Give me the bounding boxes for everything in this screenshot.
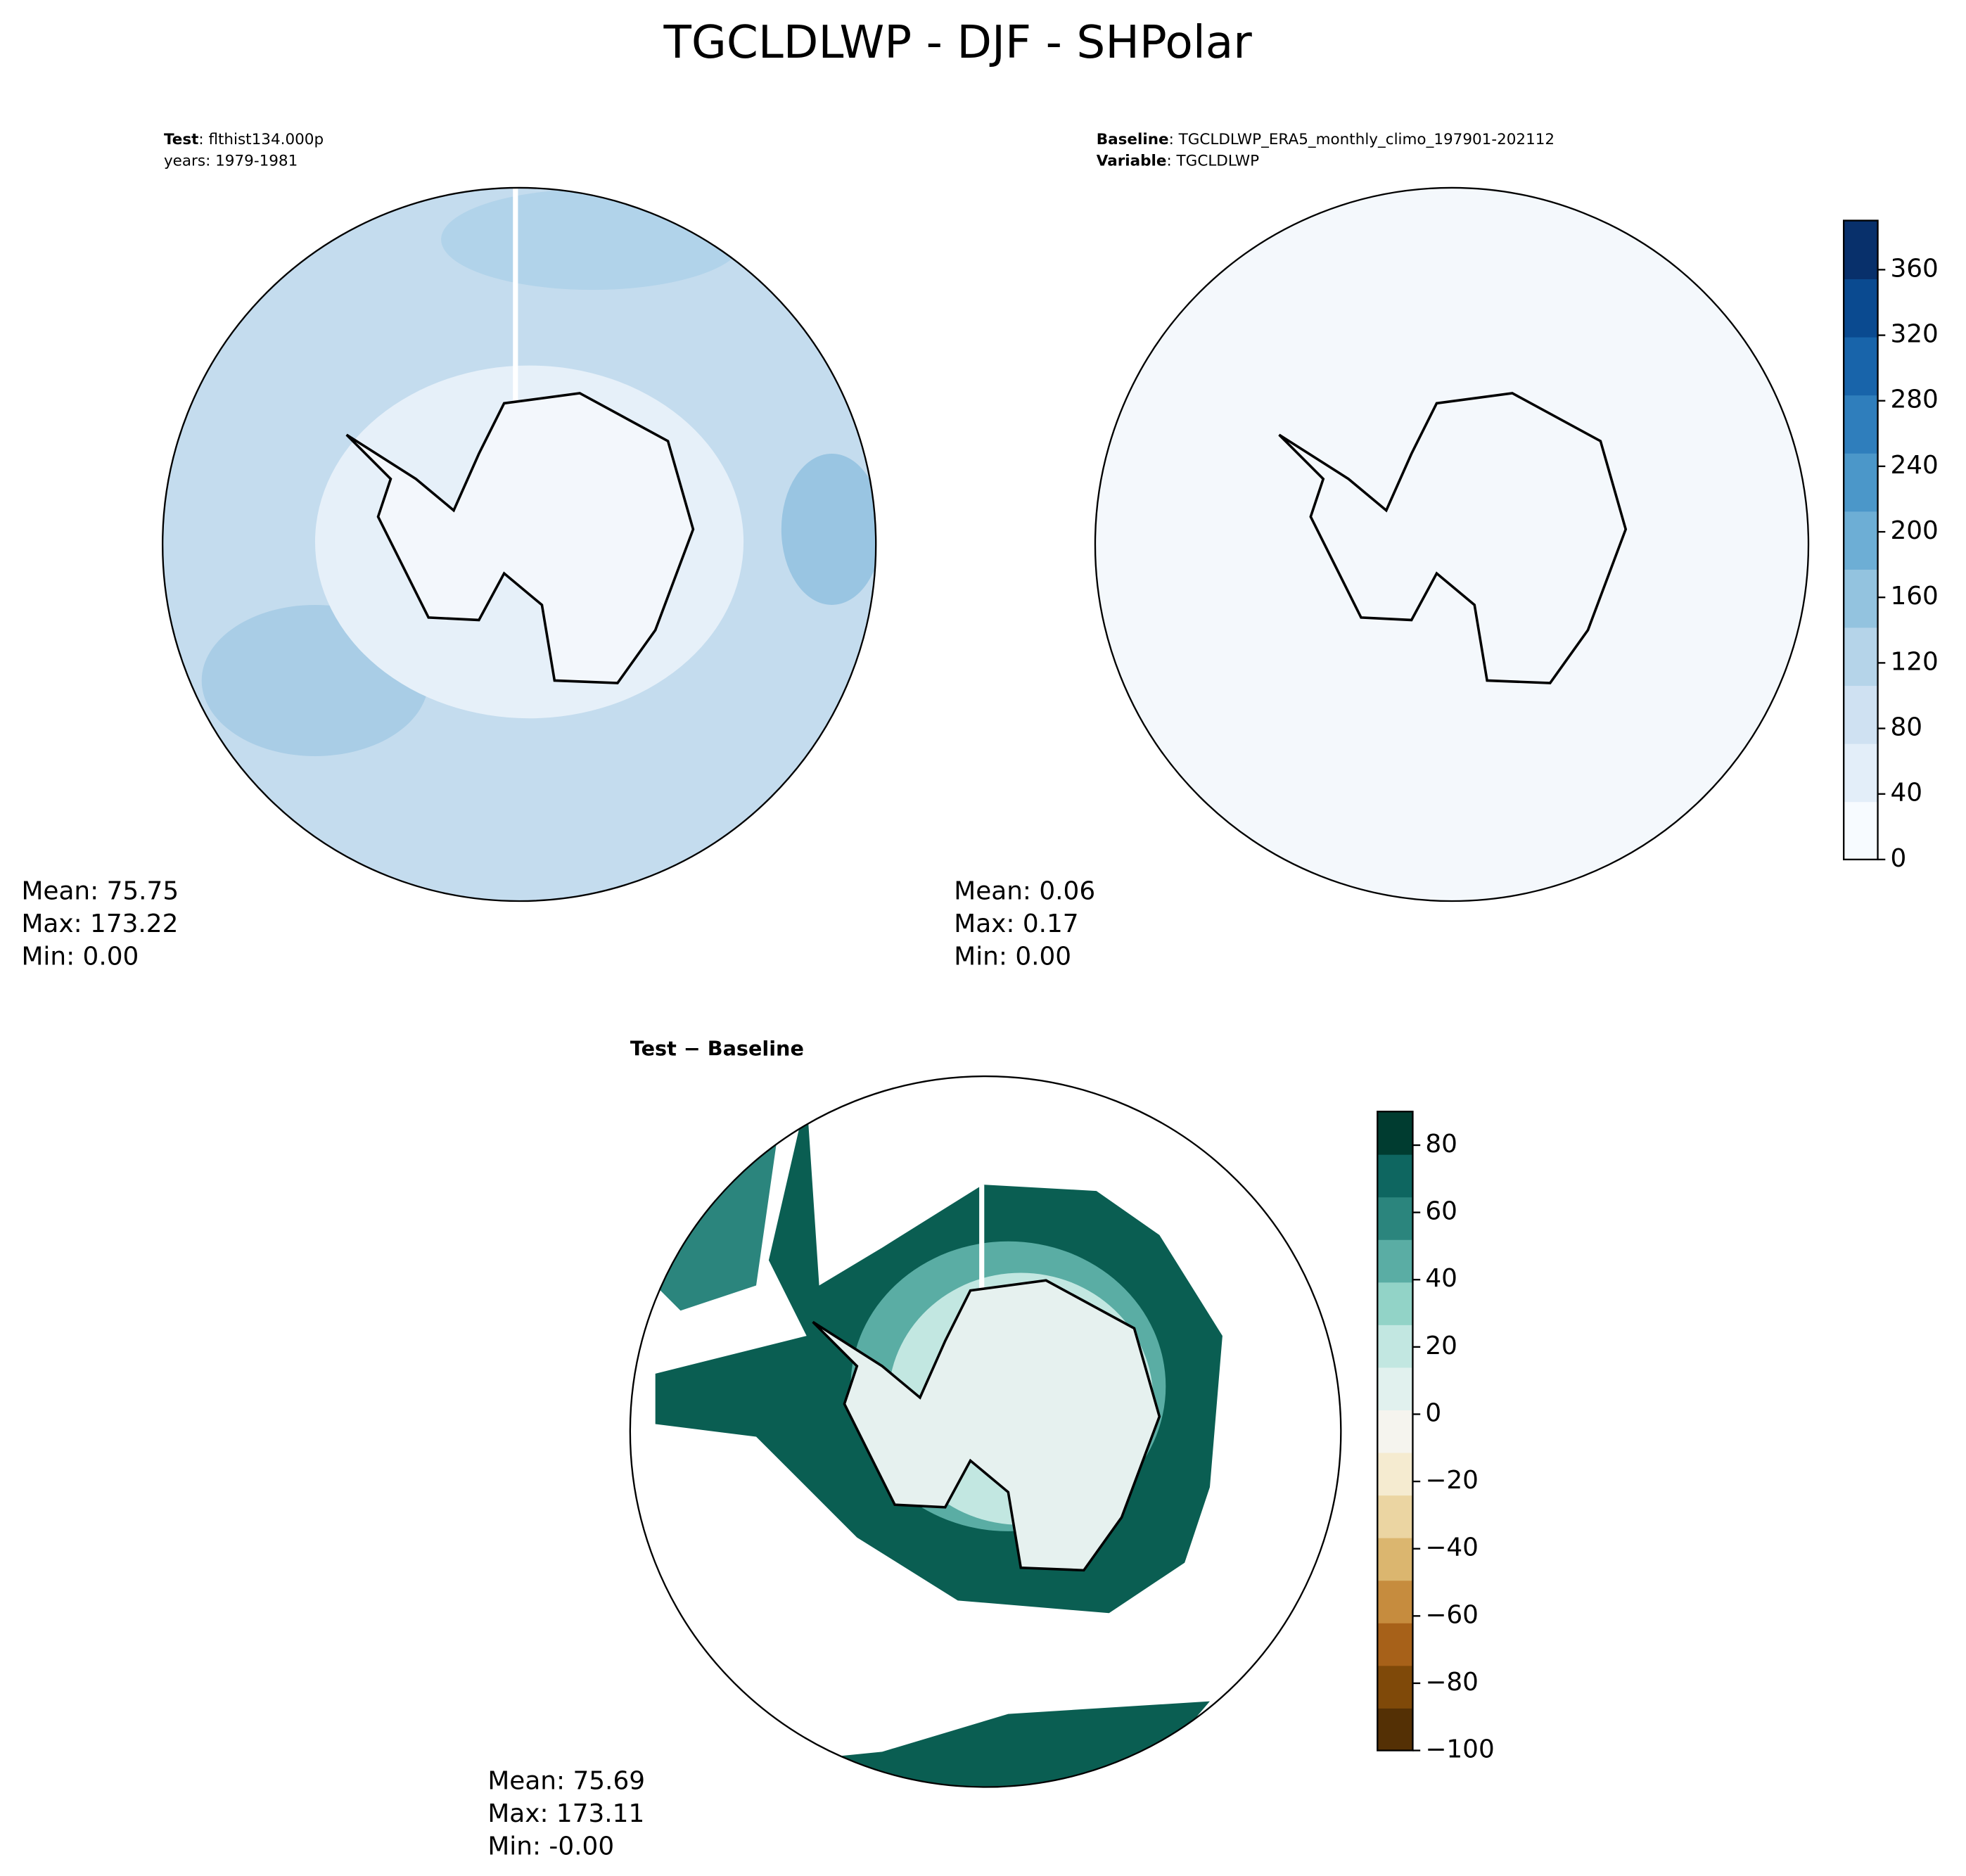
colorbar-tick-label: −60	[1425, 1600, 1479, 1629]
colorbar-tick-label: 320	[1890, 320, 1938, 349]
colorbar-level	[1844, 220, 1878, 280]
colorbar-level	[1844, 627, 1878, 687]
colorbar-tick-label: 280	[1890, 385, 1938, 414]
stat-label: Min: 0.00	[954, 943, 1071, 971]
colorbar-tick-label: 60	[1425, 1197, 1457, 1226]
coastline	[345, 392, 695, 684]
stat-label: Min: -0.00	[487, 1832, 614, 1861]
colorbar-level	[1377, 1495, 1413, 1538]
stat-label: Max: 173.11	[487, 1799, 644, 1828]
label-text: : TGCLDLWP_ERA5_monthly_climo_197901-202…	[1169, 131, 1555, 148]
stat-label: Mean: 0.06	[954, 876, 1095, 905]
colorbar-level	[1377, 1154, 1413, 1198]
colorbar-tick-label: 160	[1890, 582, 1938, 611]
colorbar-level	[1377, 1580, 1413, 1623]
label-key: Test	[164, 131, 198, 148]
coastline	[812, 1279, 1161, 1572]
colorbar-level	[1844, 395, 1878, 454]
colorbar-tick-label: 0	[1890, 844, 1906, 873]
colorbar-level	[1377, 1665, 1413, 1709]
colorbar-level	[1844, 279, 1878, 338]
colorbar-tick-label: 0	[1425, 1398, 1441, 1427]
colorbar-level	[1377, 1410, 1413, 1453]
colorbar-level	[1844, 511, 1878, 570]
stat-label: Min: 0.00	[21, 943, 139, 971]
stat-label: Mean: 75.69	[487, 1766, 645, 1795]
colorbar-tick-label: 360	[1890, 254, 1938, 283]
variable-text: : TGCLDLWP	[1166, 152, 1259, 170]
suptitle: TGCLDLWP - DJF - SHPolar	[663, 16, 1253, 69]
colorbar-tick-label: 40	[1890, 779, 1922, 808]
colorbar-level	[1377, 1197, 1413, 1240]
colorbar-level	[1377, 1282, 1413, 1325]
colorbar-tick-label: 120	[1890, 647, 1938, 676]
colorbar-tick-label: −100	[1425, 1735, 1494, 1764]
colorbar-level	[1377, 1707, 1413, 1751]
colorbar-level	[1377, 1111, 1413, 1155]
colorbar-level	[1377, 1367, 1413, 1410]
colorbar-level	[1377, 1239, 1413, 1283]
stat-label: Max: 173.22	[21, 910, 178, 938]
colorbar-frame	[1843, 219, 1879, 861]
colorbar-tick-label: 200	[1890, 516, 1938, 545]
colorbar-level	[1844, 568, 1878, 628]
colorbar-tick-label: 240	[1890, 451, 1938, 480]
colorbar-level	[1377, 1622, 1413, 1666]
colorbar-tick-label: −80	[1425, 1668, 1479, 1697]
colorbar-tick-label: 40	[1425, 1264, 1457, 1293]
colorbar-tick-label: −40	[1425, 1533, 1479, 1562]
stat-label: Mean: 75.75	[21, 876, 179, 905]
colorbar-level	[1844, 452, 1878, 512]
colorbar-tick-label: 80	[1890, 713, 1922, 742]
colorbar-tick-label: 80	[1425, 1130, 1457, 1159]
colorbar-frame	[1377, 1111, 1414, 1751]
label-key: Baseline	[1097, 131, 1169, 148]
colorbar-tick-label: 20	[1425, 1332, 1457, 1360]
panel-variable: Variable: TGCLDLWP	[1097, 152, 1259, 170]
map-baseline	[1094, 186, 1810, 902]
panel-years: years: 1979-1981	[164, 152, 298, 170]
colorbar-level	[1377, 1537, 1413, 1581]
colorbar-level	[1844, 801, 1878, 860]
variable-key: Variable	[1097, 152, 1167, 170]
coastline	[1278, 392, 1628, 684]
colorbar-level	[1844, 743, 1878, 803]
panel-label: Test: flthist134.000p	[164, 131, 324, 148]
colorbar-level	[1377, 1324, 1413, 1368]
colorbar-level	[1844, 685, 1878, 744]
panel-label: Baseline: TGCLDLWP_ERA5_monthly_climo_19…	[1097, 131, 1555, 148]
colorbar-level	[1844, 336, 1878, 396]
panel-title: Test − Baseline	[630, 1036, 804, 1060]
colorbar-tick-label: −20	[1425, 1466, 1479, 1495]
label-text: : flthist134.000p	[198, 131, 324, 148]
colorbar-level	[1377, 1452, 1413, 1496]
stat-label: Max: 0.17	[954, 910, 1078, 938]
